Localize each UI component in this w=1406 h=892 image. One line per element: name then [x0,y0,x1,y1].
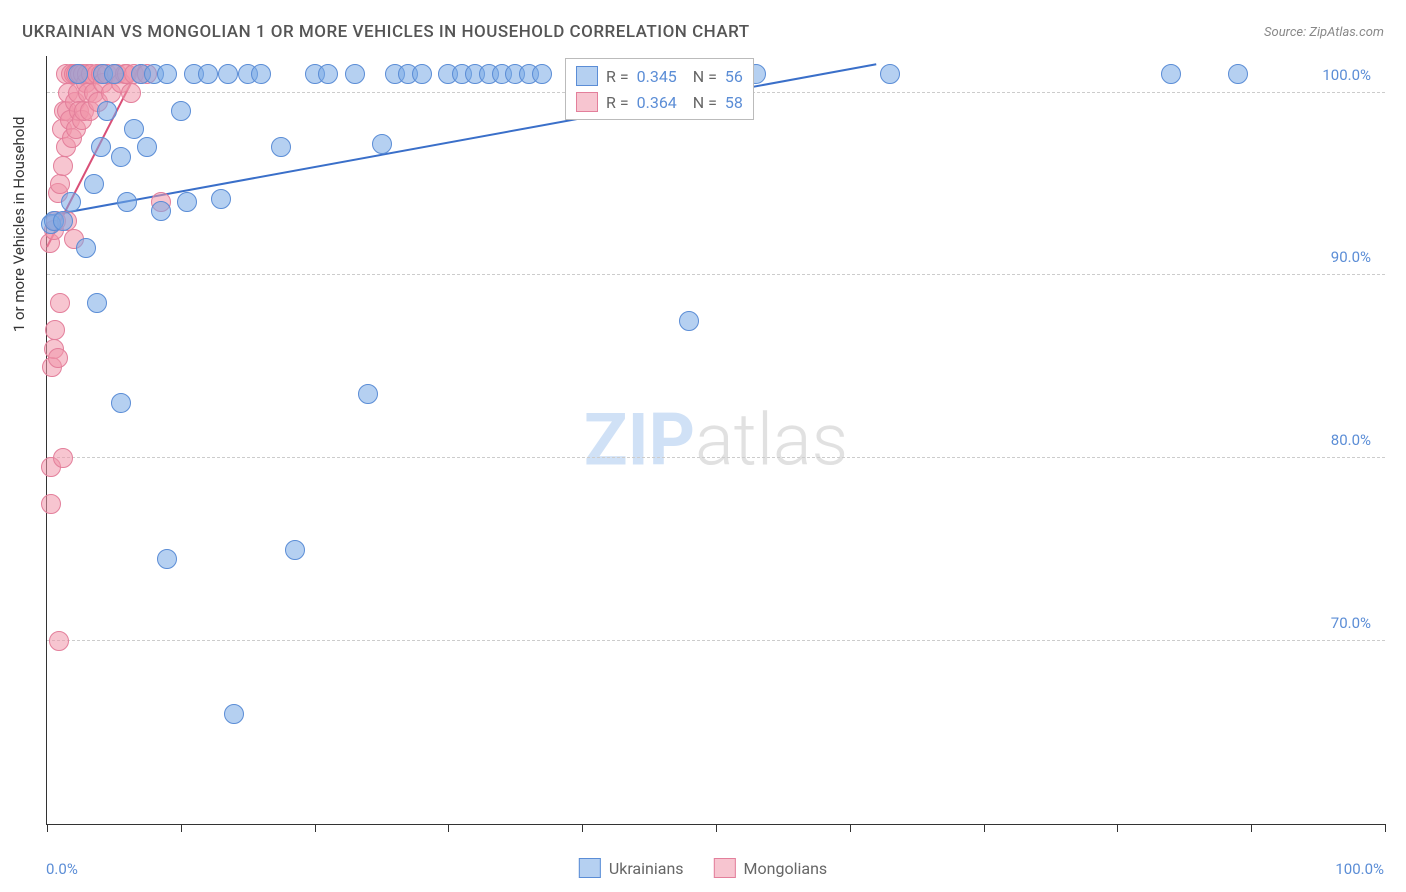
x-tick [448,824,449,832]
scatter-point [124,119,144,139]
legend-swatch-icon [579,858,601,878]
chart-container: UKRAINIAN VS MONGOLIAN 1 OR MORE VEHICLE… [0,0,1406,892]
x-tick [850,824,851,832]
stats-row: R = 0.345 N = 56 [576,63,743,89]
scatter-point [76,238,96,258]
scatter-point [177,192,197,212]
x-tick [582,824,583,832]
y-tick-label: 70.0% [1331,614,1371,632]
scatter-point [45,320,65,340]
stats-n-value: 56 [725,67,743,86]
scatter-point [121,83,141,103]
scatter-point [84,174,104,194]
scatter-point [53,156,73,176]
scatter-point [91,137,111,157]
chart-title: UKRAINIAN VS MONGOLIAN 1 OR MORE VEHICLE… [22,22,750,42]
scatter-point [318,64,338,84]
legend-item-ukrainians: Ukrainians [579,858,684,878]
scatter-point [285,540,305,560]
scatter-point [157,549,177,569]
stats-legend: R = 0.345 N = 56R = 0.364 N = 58 [565,58,754,120]
scatter-point [880,64,900,84]
y-tick-label: 80.0% [1331,431,1371,449]
x-tick [47,824,48,832]
stats-n-value: 58 [725,93,743,112]
scatter-point [97,101,117,121]
scatter-point [412,64,432,84]
scatter-point [679,311,699,331]
stats-r-value: 0.345 [637,67,677,86]
scatter-point [151,201,171,221]
watermark-light: atlas [695,398,848,483]
source-label: Source: ZipAtlas.com [1264,25,1384,40]
scatter-point [171,101,191,121]
stats-r-value: 0.364 [637,93,677,112]
scatter-point [104,64,124,84]
stats-n-label: N = [685,67,717,86]
scatter-point [87,293,107,313]
scatter-point [50,174,70,194]
x-tick [315,824,316,832]
x-tick [984,824,985,832]
y-tick-label: 90.0% [1331,248,1371,266]
scatter-point [224,704,244,724]
x-tick [1117,824,1118,832]
scatter-point [218,64,238,84]
scatter-point [211,189,231,209]
x-axis-min-label: 0.0% [46,860,78,878]
scatter-point [1228,64,1248,84]
scatter-point [1161,64,1181,84]
stats-r-label: R = [606,67,629,86]
stats-row: R = 0.364 N = 58 [576,89,743,115]
scatter-point [117,192,137,212]
scatter-point [48,348,68,368]
scatter-point [532,64,552,84]
scatter-point [345,64,365,84]
stats-n-label: N = [685,93,717,112]
scatter-point [111,147,131,167]
y-axis-title: 1 or more Vehicles in Household [10,117,28,333]
x-tick [181,824,182,832]
gridline [47,274,1385,275]
scatter-point [41,494,61,514]
legend-item-mongolians: Mongolians [714,858,828,878]
x-tick [716,824,717,832]
scatter-point [50,293,70,313]
stats-swatch-icon [576,66,598,86]
x-tick [1251,824,1252,832]
legend-label: Ukrainians [609,859,684,878]
y-tick-label: 100.0% [1322,66,1371,84]
scatter-point [372,134,392,154]
scatter-point [157,64,177,84]
scatter-point [271,137,291,157]
stats-r-label: R = [606,93,629,112]
scatter-point [198,64,218,84]
scatter-point [137,137,157,157]
plot-area: ZIPatlas 70.0% 80.0% 90.0% 100.0% [46,56,1385,825]
gridline [47,640,1385,641]
watermark: ZIPatlas [584,398,848,483]
x-axis-max-label: 100.0% [1335,860,1384,878]
stats-swatch-icon [576,92,598,112]
scatter-point [53,211,73,231]
gridline [47,457,1385,458]
scatter-point [53,448,73,468]
scatter-point [358,384,378,404]
scatter-point [251,64,271,84]
scatter-point [111,393,131,413]
legend-swatch-icon [714,858,736,878]
legend-label: Mongolians [744,859,828,878]
watermark-bold: ZIP [584,398,695,483]
bottom-legend: Ukrainians Mongolians [579,858,827,878]
scatter-point [49,631,69,651]
scatter-point [61,192,81,212]
scatter-point [68,64,88,84]
x-tick [1385,824,1386,832]
